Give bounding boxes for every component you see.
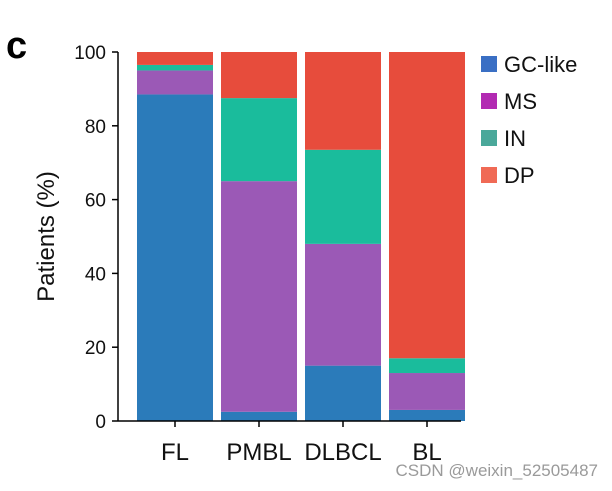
- y-tick-label-80: 80: [85, 117, 106, 138]
- legend-swatch-gc-like: [481, 56, 497, 72]
- bar-segment-bl-ms: [389, 373, 465, 410]
- bar-segment-fl-in: [137, 64, 213, 71]
- y-tick-label-20: 20: [85, 338, 106, 359]
- plot-area: FL PMBL DLBCL BL 0 20 40 60 80 100 Patients (%): [33, 43, 465, 466]
- bar-segment-bl-gc-like: [389, 409, 465, 421]
- legend-label-ms: MS: [504, 89, 537, 114]
- x-tick-label-fl: FL: [161, 439, 189, 466]
- bar-segment-bl-in: [389, 358, 465, 374]
- bar-segment-bl-dp: [389, 52, 465, 359]
- legend-swatch-ms: [481, 93, 497, 109]
- legend-label-dp: DP: [504, 163, 535, 188]
- y-tick-label-40: 40: [85, 264, 106, 285]
- bar-segment-pmbl-gc-like: [221, 411, 297, 421]
- legend-label-gc-like: GC-like: [504, 52, 577, 77]
- legend-swatch-in: [481, 130, 497, 146]
- bar-segment-dlbcl-in: [305, 149, 381, 244]
- watermark: CSDN @weixin_52505487: [396, 461, 598, 480]
- y-axis-title: Patients (%): [33, 171, 60, 302]
- bar-segment-pmbl-in: [221, 98, 297, 182]
- legend-swatch-dp: [481, 167, 497, 183]
- bar-segment-dlbcl-gc-like: [305, 365, 381, 421]
- y-tick-label-60: 60: [85, 191, 106, 212]
- bar-segment-dlbcl-ms: [305, 243, 381, 366]
- x-tick-label-bl: BL: [412, 439, 441, 466]
- legend: GC-like MS IN DP: [481, 52, 577, 188]
- legend-label-in: IN: [504, 126, 526, 151]
- bar-segment-fl-ms: [137, 70, 213, 95]
- y-tick-label-0: 0: [95, 412, 106, 433]
- bar-segment-dlbcl-dp: [305, 52, 381, 150]
- x-tick-label-pmbl: PMBL: [226, 439, 291, 466]
- x-tick-label-dlbcl: DLBCL: [304, 439, 381, 466]
- bar-segment-fl-gc-like: [137, 94, 213, 421]
- bar-segment-pmbl-dp: [221, 52, 297, 99]
- bar-segment-pmbl-ms: [221, 181, 297, 412]
- bar-segment-fl-dp: [137, 52, 213, 65]
- y-tick-label-100: 100: [74, 43, 106, 64]
- panel-letter: c: [6, 25, 27, 67]
